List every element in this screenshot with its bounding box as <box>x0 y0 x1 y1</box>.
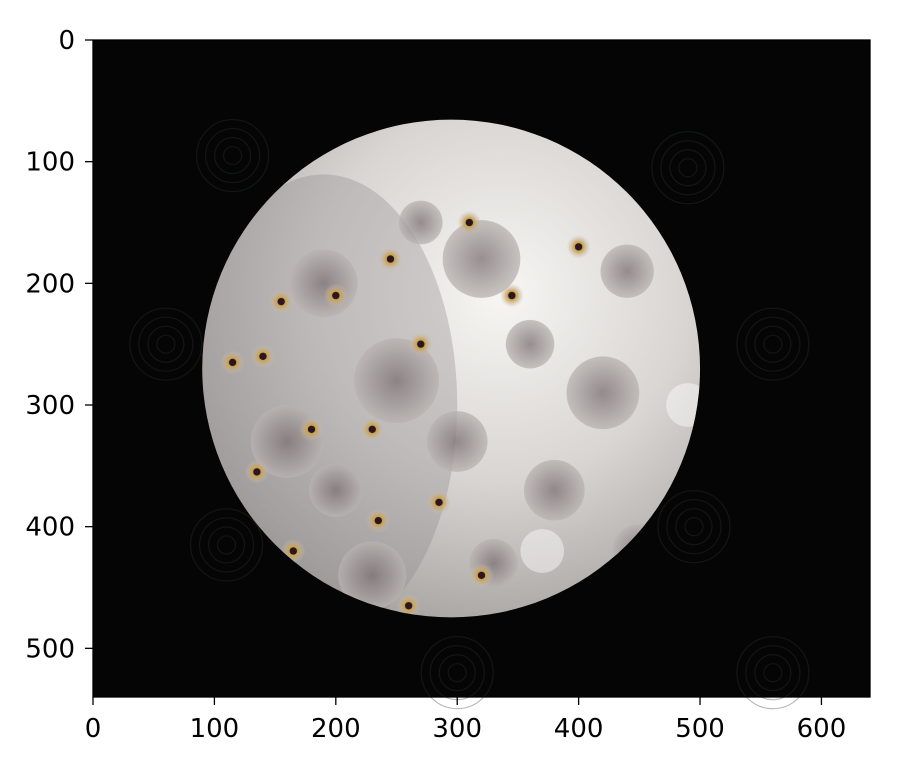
swirl-ring <box>447 663 467 683</box>
eye-pupil <box>465 218 474 227</box>
swirl-ring <box>223 145 243 166</box>
y-tick-label: 500 <box>25 634 75 664</box>
swirl-ring <box>189 508 264 582</box>
x-axis-ticks: 0 100 200 300 400 500 600 <box>85 697 847 744</box>
eye-pupil <box>289 547 297 555</box>
crater <box>309 463 363 517</box>
eye-pupil <box>386 255 395 263</box>
y-axis-ticks: 0 100 200 300 400 500 <box>25 26 93 664</box>
eye-pupil <box>228 358 237 367</box>
y-tick-label: 0 <box>58 26 75 56</box>
swirl-ring <box>745 645 801 701</box>
crater <box>426 411 488 472</box>
moon <box>202 119 701 618</box>
swirl-ring <box>216 535 237 555</box>
swirl-ring <box>214 136 252 175</box>
x-tick-label: 600 <box>797 714 847 744</box>
swirl-ring <box>205 127 261 184</box>
eye-pupil <box>435 498 443 506</box>
crater <box>523 459 585 521</box>
bright-spot <box>520 529 565 573</box>
eye-pupil <box>253 468 261 476</box>
swirl-ring <box>156 334 176 354</box>
swirl-ring <box>657 490 731 564</box>
swirl-ring <box>736 636 810 710</box>
y-tick-label: 200 <box>25 269 75 299</box>
swirl-ring <box>763 663 783 683</box>
swirl-ring <box>754 325 792 363</box>
swirl-ring <box>684 517 704 537</box>
crater <box>354 338 440 424</box>
crater <box>289 249 358 318</box>
x-tick-label: 500 <box>675 714 725 744</box>
x-tick-label: 300 <box>432 714 482 744</box>
eye-pupil <box>307 425 316 433</box>
crater <box>442 220 521 298</box>
eye-pupil <box>574 243 583 251</box>
x-tick-label: 400 <box>554 714 604 744</box>
crater <box>338 541 407 610</box>
axes-frame <box>92 39 871 698</box>
eye-pupil <box>405 602 413 610</box>
swirl-ring <box>147 325 185 363</box>
swirl-ring <box>138 316 194 372</box>
swirl-ring <box>745 316 801 372</box>
swirl-ring <box>196 118 270 193</box>
crater <box>505 319 555 369</box>
eye-pupil <box>277 297 285 306</box>
swirl-ring <box>660 140 716 196</box>
x-tick-label: 0 <box>85 714 102 744</box>
axes <box>92 39 871 698</box>
eye-pupil <box>417 340 425 348</box>
crater <box>398 200 443 245</box>
eye-pupil <box>368 425 376 433</box>
crater <box>600 244 654 298</box>
swirl-ring <box>198 517 255 573</box>
x-tick-label: 200 <box>311 714 361 744</box>
swirl-ring <box>651 131 725 205</box>
eye-pupil <box>259 352 267 360</box>
y-tick-label: 100 <box>25 148 75 178</box>
y-tick-label: 400 <box>25 513 75 543</box>
eye-pupil <box>508 291 516 300</box>
y-tick-label: 300 <box>25 391 75 421</box>
swirl-ring <box>129 307 203 381</box>
crater <box>566 356 640 430</box>
eye-pupil <box>374 516 382 525</box>
swirl-ring <box>666 499 722 555</box>
eye-pupil <box>332 291 340 300</box>
swirl-ring <box>438 654 476 692</box>
swirl-ring <box>669 149 707 187</box>
swirl-ring <box>763 334 783 354</box>
moon-shadow <box>202 174 458 618</box>
swirl-ring <box>678 158 698 178</box>
swirl-ring <box>675 508 713 546</box>
eye-pupil <box>477 571 486 579</box>
swirl-ring <box>420 636 494 710</box>
swirl-ring <box>207 526 246 564</box>
swirl-ring <box>754 654 792 692</box>
swirl-ring <box>736 307 810 381</box>
x-tick-label: 100 <box>190 714 240 744</box>
